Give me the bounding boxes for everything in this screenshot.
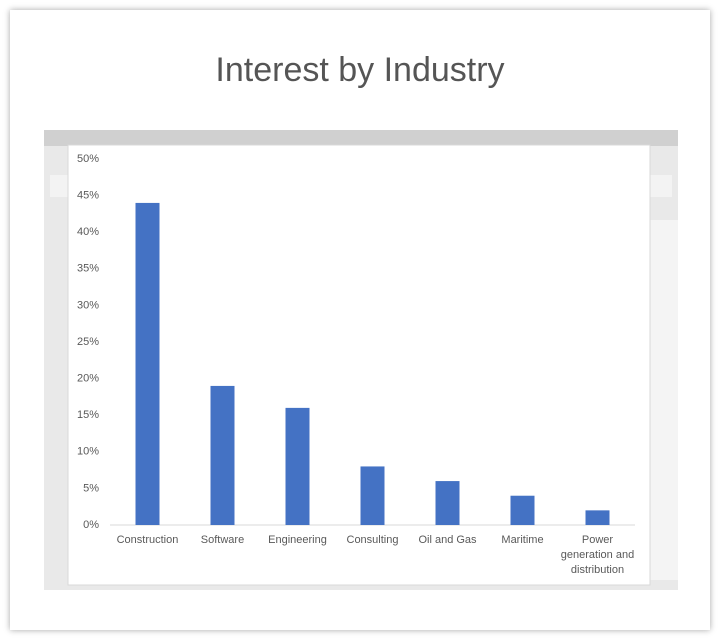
x-tick-label: Construction [116,534,179,546]
bar [285,407,310,525]
x-tick-label: Consulting [346,534,399,546]
bar [510,495,535,525]
bar [435,481,460,525]
x-tick-label: Oil and Gas [418,534,477,546]
y-tick-label: 30% [77,299,99,311]
chart-title: Interest by Industry [215,51,504,89]
x-tick-label: Maritime [501,534,544,546]
y-tick-label: 10% [77,446,99,458]
y-tick-label: 40% [77,226,99,238]
y-tick-label: 5% [83,482,99,494]
y-tick-label: 25% [77,336,99,348]
y-tick-label: 35% [77,263,99,275]
bar [135,202,160,526]
bar [585,510,610,525]
y-tick-label: 20% [77,373,99,385]
bar [210,385,235,525]
y-tick-label: 15% [77,409,99,421]
screenshot-side [650,220,678,580]
x-tick-label: Engineering [268,534,327,546]
y-tick-label: 45% [77,190,99,202]
chart-area [67,144,651,586]
y-tick-label: 50% [77,153,99,165]
y-tick-label: 0% [83,519,99,531]
screenshot-bar [44,130,678,146]
x-tick-label: Software [200,534,245,546]
x-tick-label: Power generation and distribution [560,534,635,576]
bar [360,466,385,525]
